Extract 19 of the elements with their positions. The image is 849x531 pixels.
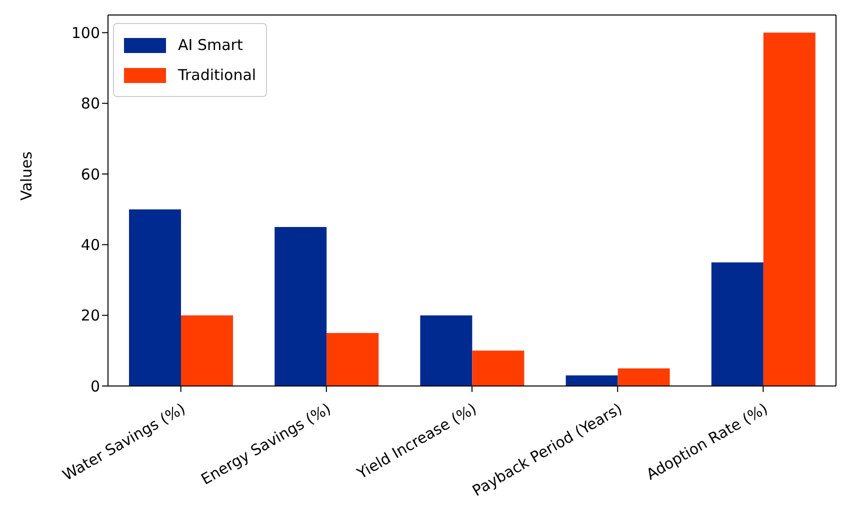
legend-label: Traditional <box>178 66 256 84</box>
legend-label: AI Smart <box>178 36 243 54</box>
bar <box>274 227 327 386</box>
bar <box>420 315 472 386</box>
bar <box>129 209 181 386</box>
bar <box>326 333 379 386</box>
bar <box>763 32 816 386</box>
bar <box>566 375 618 386</box>
y-tick-label: 80 <box>80 94 100 113</box>
bar <box>181 315 233 386</box>
bar <box>618 368 670 386</box>
y-tick-label: 100 <box>71 24 100 42</box>
y-tick-label: 20 <box>80 306 100 325</box>
y-axis-title: Values <box>17 151 36 200</box>
y-tick-label: 0 <box>90 377 100 396</box>
bar <box>711 262 764 386</box>
y-tick-label: 40 <box>80 236 100 254</box>
bar <box>472 350 524 386</box>
y-tick-label: 60 <box>80 165 100 184</box>
